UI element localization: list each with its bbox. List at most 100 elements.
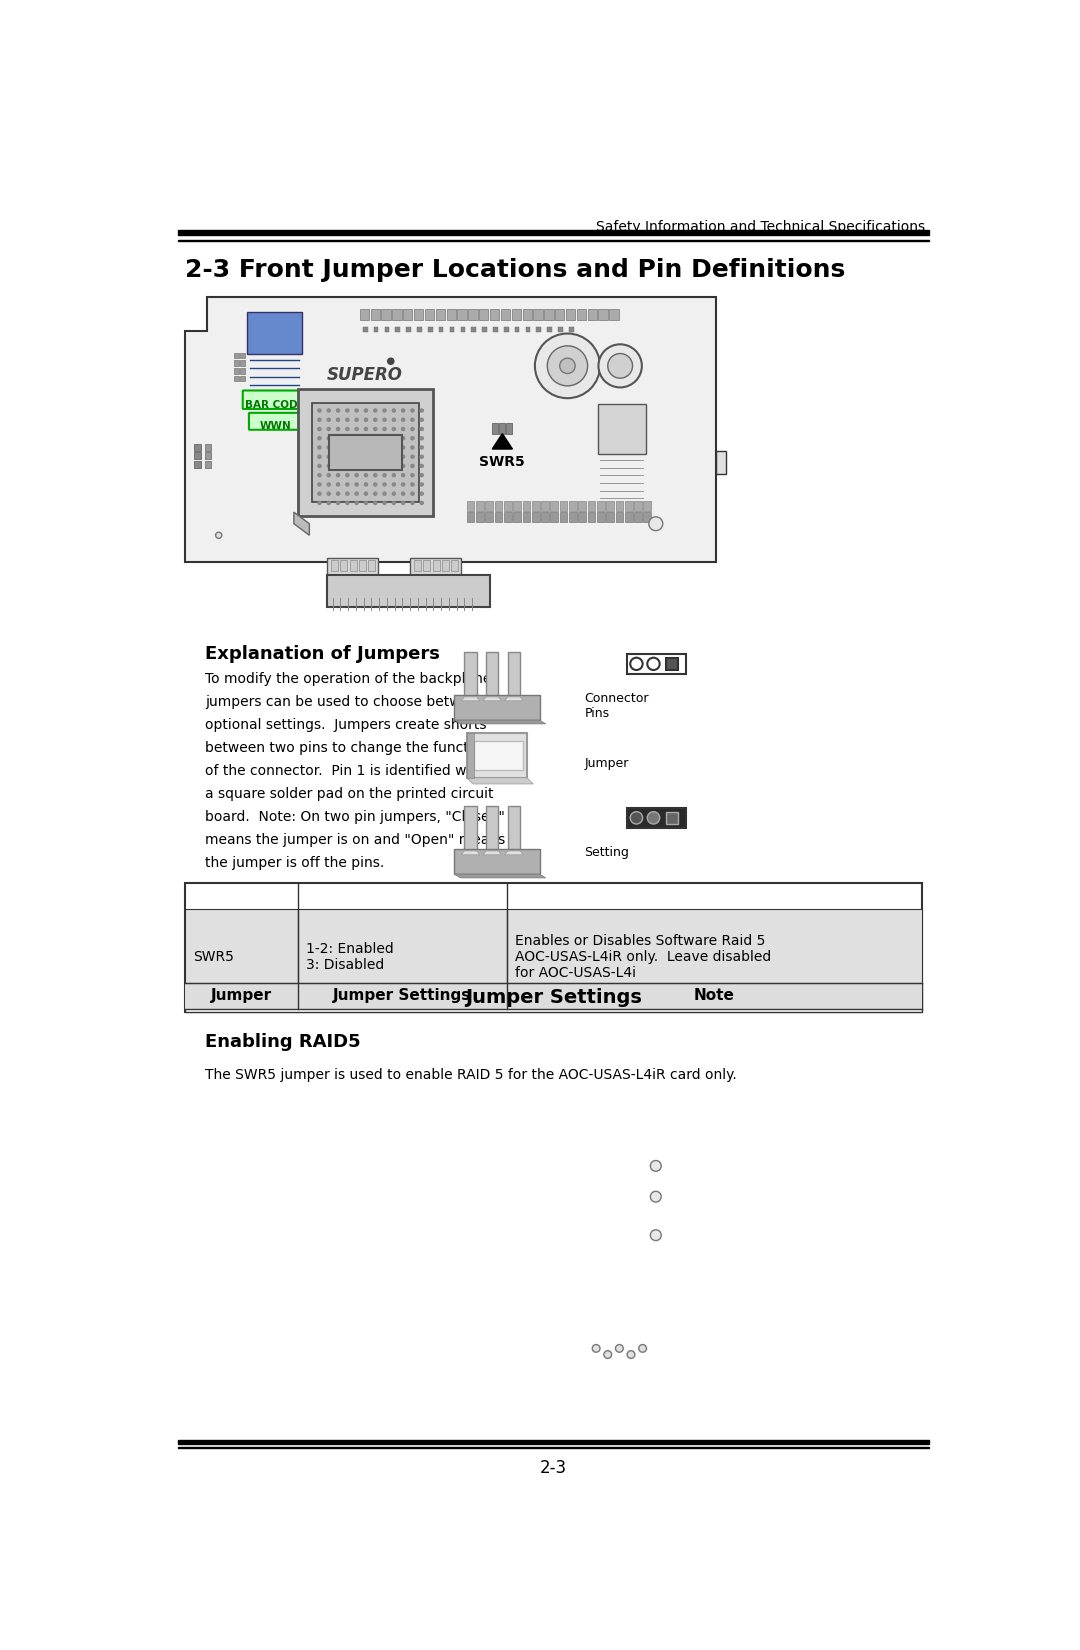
Circle shape (364, 464, 367, 467)
Circle shape (598, 345, 642, 388)
Bar (467, 500, 474, 512)
Circle shape (327, 437, 330, 441)
Text: Note: Note (693, 988, 734, 1003)
Circle shape (402, 483, 405, 487)
Bar (507, 909, 921, 983)
Circle shape (374, 483, 377, 487)
Bar (194, 444, 201, 450)
Circle shape (364, 417, 367, 421)
Bar (186, 883, 921, 1011)
Bar (340, 559, 348, 571)
Circle shape (410, 483, 414, 487)
Circle shape (616, 1345, 623, 1353)
Circle shape (420, 474, 423, 477)
Circle shape (392, 409, 395, 412)
Circle shape (318, 409, 321, 412)
Bar (234, 360, 239, 366)
Bar (513, 512, 521, 521)
Bar (606, 512, 613, 521)
Bar (414, 309, 423, 320)
Circle shape (631, 658, 643, 670)
Bar (469, 309, 477, 320)
Circle shape (337, 483, 339, 487)
Bar (504, 327, 509, 332)
Bar (205, 460, 211, 467)
Circle shape (402, 409, 405, 412)
Text: Jumper Settings: Jumper Settings (465, 988, 642, 1006)
Bar (597, 404, 646, 454)
Circle shape (355, 483, 359, 487)
Text: a square solder pad on the printed circuit: a square solder pad on the printed circu… (205, 787, 494, 800)
Circle shape (374, 446, 377, 449)
Circle shape (364, 446, 367, 449)
Text: means the jumper is on and "Open" means: means the jumper is on and "Open" means (205, 833, 505, 846)
Text: Connector
Pins: Connector Pins (584, 693, 649, 721)
Circle shape (410, 417, 414, 421)
Circle shape (410, 474, 414, 477)
Bar (513, 500, 521, 512)
Bar (531, 512, 540, 521)
Circle shape (346, 474, 349, 477)
Circle shape (402, 474, 405, 477)
Circle shape (327, 464, 330, 467)
Circle shape (420, 427, 423, 431)
Bar (508, 652, 521, 696)
Circle shape (327, 446, 330, 449)
Circle shape (346, 483, 349, 487)
Bar (504, 512, 512, 521)
Circle shape (650, 1160, 661, 1171)
Bar (666, 812, 678, 823)
Circle shape (420, 492, 423, 495)
Circle shape (392, 502, 395, 505)
Bar (495, 512, 502, 521)
Circle shape (364, 455, 367, 459)
Bar (490, 309, 499, 320)
Circle shape (650, 1191, 661, 1203)
Circle shape (627, 1351, 635, 1358)
Bar (177, 1440, 930, 1444)
Circle shape (337, 502, 339, 505)
Polygon shape (483, 851, 501, 855)
Circle shape (355, 437, 359, 441)
Circle shape (392, 455, 395, 459)
Bar (471, 327, 476, 332)
Circle shape (392, 446, 395, 449)
Circle shape (402, 492, 405, 495)
Text: jumpers can be used to choose between: jumpers can be used to choose between (205, 695, 486, 708)
Circle shape (346, 417, 349, 421)
Polygon shape (504, 696, 524, 701)
Bar (194, 452, 201, 459)
Circle shape (535, 333, 600, 398)
Bar (499, 422, 504, 434)
Circle shape (410, 464, 414, 467)
Circle shape (318, 446, 321, 449)
Circle shape (374, 427, 377, 431)
Text: 1: 1 (665, 653, 673, 667)
FancyBboxPatch shape (243, 391, 308, 409)
Circle shape (420, 437, 423, 441)
Bar (464, 652, 476, 696)
Text: board.  Note: On two pin jumpers, "Closed": board. Note: On two pin jumpers, "Closed… (205, 810, 504, 823)
Circle shape (383, 409, 387, 412)
Circle shape (392, 417, 395, 421)
Circle shape (383, 417, 387, 421)
Bar (476, 512, 484, 521)
Circle shape (318, 417, 321, 421)
Bar (467, 512, 474, 521)
Bar (507, 422, 512, 434)
Bar (403, 309, 413, 320)
Circle shape (346, 502, 349, 505)
Circle shape (327, 427, 330, 431)
Text: 3: 3 (631, 808, 638, 820)
Text: Safety Information and Technical Specifications: Safety Information and Technical Specifi… (596, 219, 926, 234)
Circle shape (392, 492, 395, 495)
Circle shape (364, 409, 367, 412)
Circle shape (383, 502, 387, 505)
Text: SWR5: SWR5 (193, 950, 234, 964)
Bar (578, 512, 586, 521)
Bar (241, 360, 245, 366)
Circle shape (364, 483, 367, 487)
Bar (234, 368, 239, 373)
Bar (433, 559, 440, 571)
Bar (625, 512, 633, 521)
